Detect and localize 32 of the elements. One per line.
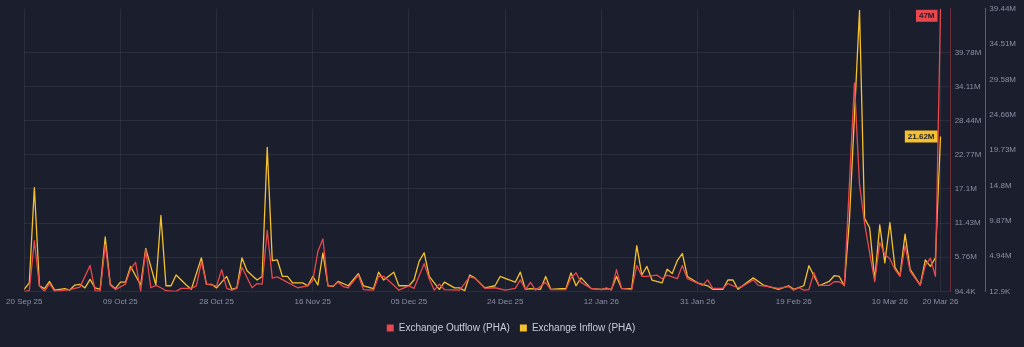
y2-tick-label: 9.87M [989,215,1012,225]
legend-label: Exchange Outflow (PHA) [398,321,510,333]
x-tick-label: 16 Nov 25 [294,297,332,307]
x-tick-label: 20 Mar 26 [922,297,960,307]
data-label: 47M [918,11,935,20]
x-tick-label: 12 Jan 26 [583,297,620,307]
y-tick-label: 28.44M [954,115,982,125]
y2-tick-label: 39.44M [989,4,1017,13]
legend-label: Exchange Inflow (PHA) [531,321,636,333]
y-tick-label: 17.1M [954,184,978,194]
y2-tick-label: 12.9K [989,286,1011,296]
y2-tick-label: 34.51M [989,39,1017,49]
y2-tick-label: 14.8M [989,180,1012,190]
x-tick-label: 09 Oct 25 [103,297,139,307]
y2-tick-label: 4.94M [989,251,1012,261]
x-tick-label: 05 Dec 25 [390,297,428,307]
y-tick-label: 22.77M [954,149,982,159]
y2-tick-label: 29.58M [989,74,1017,84]
x-tick-label: 28 Oct 25 [199,297,235,307]
y-tick-label: 94.4K [954,286,977,296]
y2-tick-label: 24.66M [989,109,1017,119]
x-tick-label: 19 Feb 26 [775,297,813,307]
y-tick-label: 39.78M [954,47,982,57]
x-tick-label: 10 Mar 26 [871,297,909,307]
y-tick-label: 11.43M [954,218,982,228]
x-tick-label: 20 Sep 25 [6,297,44,307]
y-tick-label: 34.11M [954,81,982,91]
y2-tick-label: 19.73M [989,145,1017,155]
x-tick-label: 31 Jan 26 [679,297,716,307]
x-tick-label: 24 Dec 25 [486,297,524,307]
data-label: 21.62M [907,131,935,141]
y-tick-label: 5.76M [954,252,978,262]
